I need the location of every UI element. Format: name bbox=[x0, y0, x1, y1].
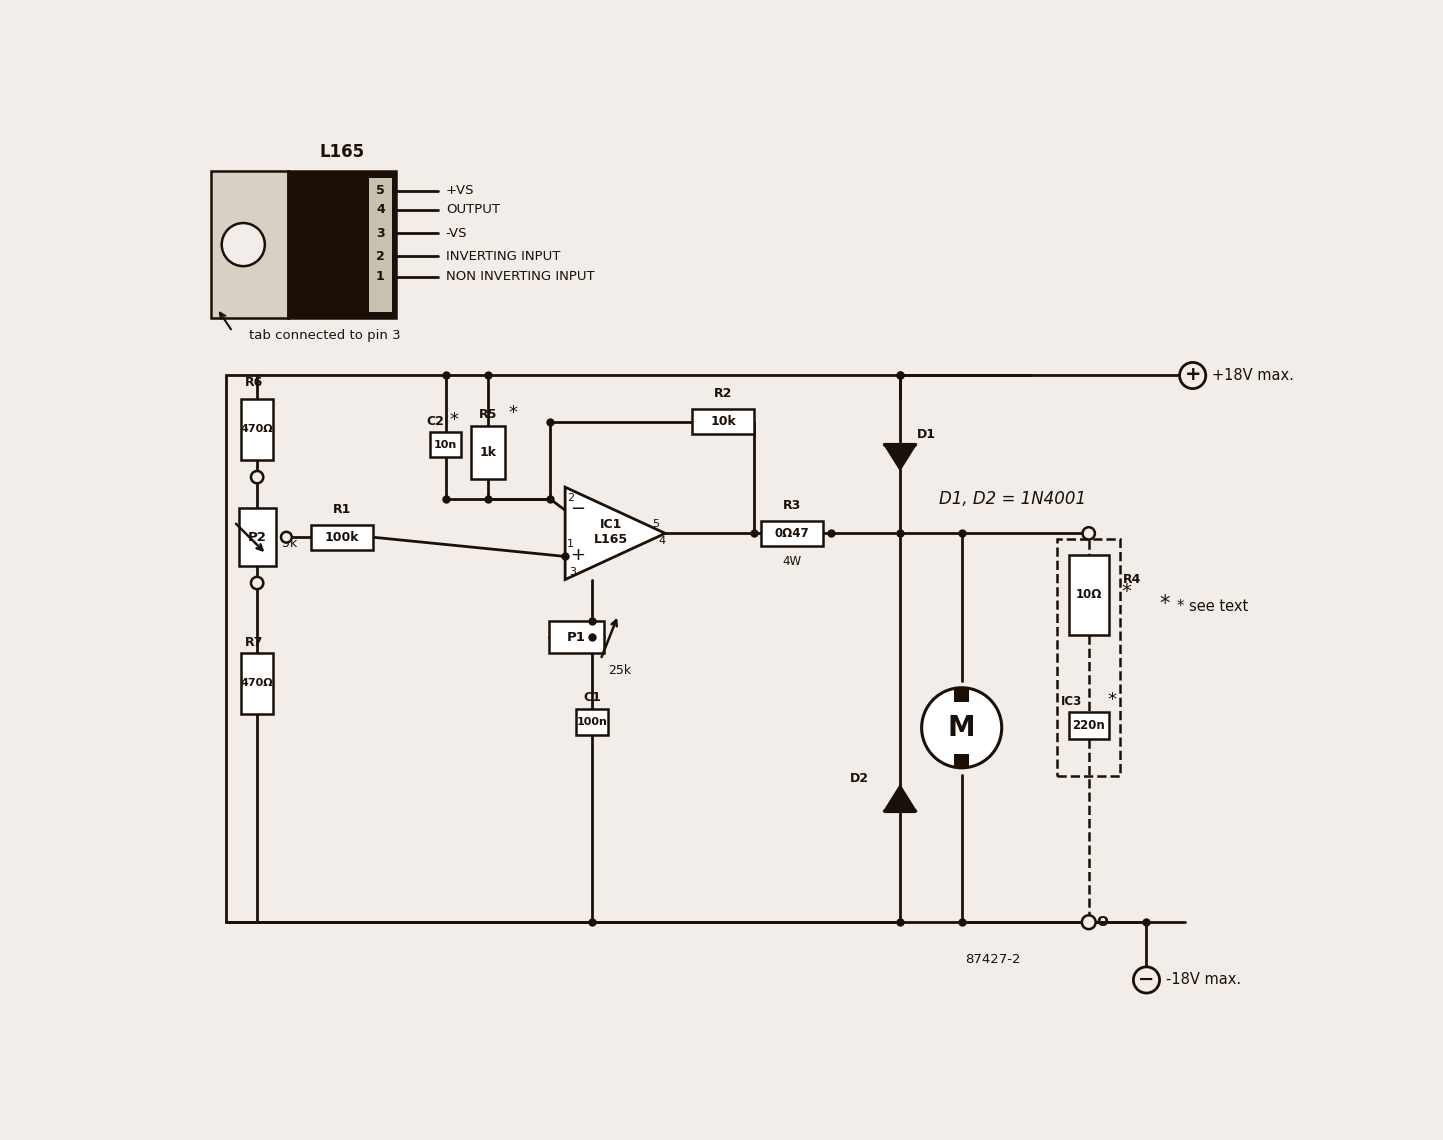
Polygon shape bbox=[566, 487, 665, 579]
Circle shape bbox=[1082, 527, 1095, 539]
Text: 100n: 100n bbox=[577, 717, 608, 727]
Bar bbox=[430, 432, 462, 457]
Bar bbox=[693, 409, 753, 434]
Text: R6: R6 bbox=[245, 376, 263, 390]
Text: -18V max.: -18V max. bbox=[1166, 972, 1241, 987]
Bar bbox=[238, 508, 276, 567]
Text: −: − bbox=[1139, 970, 1154, 988]
Text: 25k: 25k bbox=[609, 665, 632, 677]
Circle shape bbox=[251, 577, 263, 589]
Text: 4: 4 bbox=[377, 203, 385, 217]
Bar bbox=[241, 653, 273, 715]
Bar bbox=[312, 524, 372, 549]
Circle shape bbox=[1133, 967, 1160, 993]
Text: IC1: IC1 bbox=[600, 518, 622, 530]
Text: *: * bbox=[509, 405, 518, 423]
Text: 10n: 10n bbox=[434, 440, 457, 450]
Text: C2: C2 bbox=[426, 415, 444, 428]
Text: M: M bbox=[948, 714, 975, 742]
FancyArrowPatch shape bbox=[237, 523, 263, 551]
Circle shape bbox=[1082, 915, 1095, 929]
Text: INVERTING INPUT: INVERTING INPUT bbox=[446, 250, 560, 262]
Bar bbox=[211, 171, 289, 318]
FancyArrowPatch shape bbox=[602, 620, 616, 657]
Text: R3: R3 bbox=[784, 499, 801, 512]
Bar bbox=[576, 709, 609, 735]
Text: D1: D1 bbox=[916, 428, 937, 441]
Bar bbox=[1069, 554, 1108, 635]
Text: OUTPUT: OUTPUT bbox=[446, 203, 499, 217]
Text: 1: 1 bbox=[567, 539, 574, 549]
Text: tab connected to pin 3: tab connected to pin 3 bbox=[250, 329, 401, 342]
Circle shape bbox=[1179, 363, 1206, 389]
Bar bbox=[954, 687, 970, 701]
Text: D2: D2 bbox=[850, 772, 869, 785]
Text: 3: 3 bbox=[570, 567, 576, 577]
Text: *: * bbox=[1159, 594, 1170, 614]
Text: +VS: +VS bbox=[446, 185, 475, 197]
Bar bbox=[369, 178, 392, 311]
Text: +: + bbox=[1185, 365, 1201, 384]
Text: *: * bbox=[1121, 583, 1131, 602]
Text: * see text: * see text bbox=[1177, 598, 1248, 614]
Text: 470Ω: 470Ω bbox=[241, 424, 273, 434]
Text: R2: R2 bbox=[714, 388, 732, 400]
Text: 10k: 10k bbox=[710, 415, 736, 429]
Polygon shape bbox=[885, 787, 915, 811]
Text: O: O bbox=[1097, 915, 1108, 929]
Text: L165: L165 bbox=[319, 142, 365, 161]
Text: R1: R1 bbox=[333, 503, 351, 515]
Text: D1, D2 = 1N4001: D1, D2 = 1N4001 bbox=[938, 490, 1085, 507]
Text: 0Ω47: 0Ω47 bbox=[775, 527, 810, 540]
Text: P2: P2 bbox=[248, 531, 267, 544]
Text: 3: 3 bbox=[377, 227, 385, 239]
Text: NON INVERTING INPUT: NON INVERTING INPUT bbox=[446, 270, 595, 284]
Bar bbox=[472, 425, 505, 480]
Bar bbox=[1058, 539, 1120, 776]
Text: +18V max.: +18V max. bbox=[1212, 368, 1294, 383]
Text: IC3: IC3 bbox=[1061, 694, 1082, 708]
Text: -VS: -VS bbox=[446, 227, 468, 239]
Bar bbox=[289, 171, 395, 318]
Text: 2: 2 bbox=[567, 492, 574, 503]
Text: 4: 4 bbox=[658, 536, 665, 546]
Text: 10Ω: 10Ω bbox=[1075, 588, 1102, 602]
Text: 100k: 100k bbox=[325, 531, 359, 544]
Text: *: * bbox=[450, 412, 459, 430]
Polygon shape bbox=[885, 445, 915, 469]
Text: R5: R5 bbox=[479, 408, 498, 421]
Text: 470Ω: 470Ω bbox=[241, 678, 273, 689]
Bar bbox=[762, 521, 823, 546]
Text: +: + bbox=[570, 546, 584, 564]
Circle shape bbox=[281, 531, 291, 543]
Circle shape bbox=[251, 471, 263, 483]
Text: 4W: 4W bbox=[782, 555, 802, 568]
Bar bbox=[241, 399, 273, 461]
Text: C1: C1 bbox=[583, 691, 602, 703]
Text: 5: 5 bbox=[377, 185, 385, 197]
Text: 2: 2 bbox=[377, 250, 385, 262]
Text: 87427-2: 87427-2 bbox=[965, 953, 1020, 966]
Circle shape bbox=[922, 687, 1001, 768]
Text: L165: L165 bbox=[595, 534, 628, 546]
Text: 1k: 1k bbox=[479, 446, 496, 459]
Text: 5: 5 bbox=[652, 519, 659, 529]
Text: 5k: 5k bbox=[281, 537, 297, 549]
Bar bbox=[954, 754, 970, 768]
Text: R7: R7 bbox=[245, 636, 263, 649]
Text: 1: 1 bbox=[377, 270, 385, 284]
Text: *: * bbox=[1107, 691, 1117, 709]
Text: −: − bbox=[570, 499, 584, 518]
Text: R4: R4 bbox=[1123, 573, 1141, 586]
Circle shape bbox=[222, 223, 266, 266]
Text: P1: P1 bbox=[567, 630, 586, 644]
Bar bbox=[1069, 712, 1108, 740]
Bar bbox=[548, 621, 605, 653]
Text: 220n: 220n bbox=[1072, 719, 1105, 732]
